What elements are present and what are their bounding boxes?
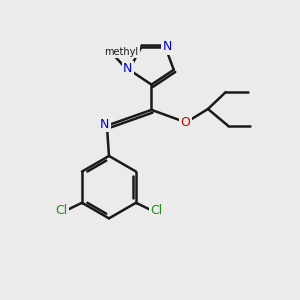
Text: N: N: [100, 118, 109, 130]
Text: Cl: Cl: [55, 204, 67, 217]
Text: Cl: Cl: [151, 204, 163, 217]
Text: N: N: [123, 62, 132, 75]
Text: N: N: [162, 40, 172, 53]
Text: methyl: methyl: [104, 47, 139, 57]
Text: O: O: [180, 116, 190, 129]
